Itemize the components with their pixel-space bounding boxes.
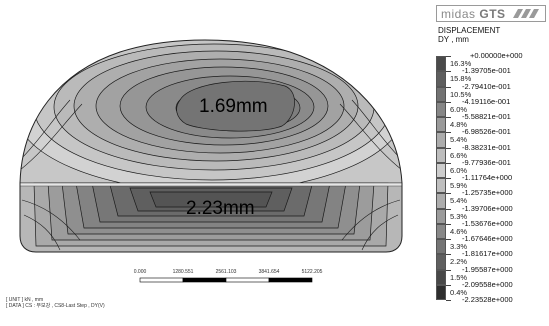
legend-percentage: 1.5% [450,272,468,282]
legend-percentage: 4.8% [450,120,468,129]
legend-color-swatch [436,193,446,209]
legend-value: -9.77936e-001 [462,157,511,167]
legend-color-swatch [436,117,446,133]
legend-value: -8.38231e-001 [462,142,511,152]
legend-tick [446,193,451,195]
legend-value: -1.11764e+000 [462,173,513,182]
legend-tick [446,254,451,256]
unit-info: [ UNIT ] kN , mm [ DATA ] CS : 무보강 , CS8… [6,297,105,309]
legend-tick [446,284,451,286]
legend-percentage: 2.2% [450,257,468,267]
legend-title: DISPLACEMENT DY , mm [438,26,500,44]
legend-percentage: 0.4% [450,287,468,297]
legend-color-swatch [436,284,446,300]
legend-value: -1.53676e+000 [462,218,513,228]
legend-percentage: 6.0% [450,165,468,175]
legend-tick [446,178,451,179]
legend-tick [446,269,451,271]
legend-value: -6.98526e-001 [462,127,511,137]
legend-tick [446,86,451,88]
legend-color-swatch [436,223,446,239]
legend-value: -1.95587e+000 [462,264,513,274]
legend-percentage: 4.6% [450,226,468,236]
legend-value: -4.19116e-001 [462,96,511,106]
legend-value: -1.39705e-001 [462,66,511,76]
logo-stripes-icon [513,9,539,18]
legend-value: +0.00000e+000 [470,51,523,60]
legend-component: DY , mm [438,35,469,44]
midas-gts-logo: midas GTS [436,5,546,22]
legend-percentage: 6.0% [450,104,468,114]
legend-percentage: 6.6% [450,150,468,160]
tunnel-section [20,40,402,252]
legend-color-swatch [436,239,446,255]
section-outline [19,39,403,253]
upper-displacement-label: 1.69mm [199,96,268,117]
data-line: [ DATA ] CS : 무보강 , CS8-Last Step , DY(V… [6,303,105,309]
legend-tick [446,300,451,301]
legend-tick [446,239,451,240]
lower-displacement-label: 2.23mm [186,198,255,219]
legend-percentage: 15.8% [450,74,472,84]
legend-percentage: 5.4% [450,135,468,145]
legend-value: -2.23528e+000 [462,295,513,304]
legend-tick [446,56,451,57]
legend-percentage: 16.3% [450,59,472,68]
legend-color-swatch [436,208,446,224]
legend-percentage: 5.4% [450,196,468,206]
legend-percentage: 3.3% [450,242,468,251]
legend-percentage: 5.3% [450,211,468,221]
legend-color-swatch [436,132,446,148]
lower-contours [20,182,402,252]
scale-bar-label: 0.000 [133,269,147,275]
legend-color-swatch [436,178,446,194]
legend-value: -1.81617e+000 [462,249,513,259]
legend-tick [446,117,451,118]
scale-bar-label: 3841.654 [258,269,280,275]
legend-tick [446,132,451,134]
legend-color-swatch [436,269,446,285]
legend-value: -2.79410e-001 [462,81,511,91]
scale-bar [139,277,313,283]
legend-tick [446,208,451,210]
legend-color-swatch [436,162,446,178]
legend-color-swatch [436,254,446,270]
legend-result-type: DISPLACEMENT [438,26,501,35]
wall-contours [20,99,402,171]
legend-color-bar [436,56,446,300]
excavation-bench-line [20,182,402,187]
legend-value: -5.58821e-001 [462,112,511,121]
scale-bar-label: 1280.551 [172,269,194,275]
legend-color-swatch [436,71,446,87]
legend-tick [446,71,451,73]
legend-percentage: 5.9% [450,181,468,190]
unit-line: [ UNIT ] kN , mm [6,297,44,303]
legend-value: -1.67646e+000 [462,234,513,243]
legend-value: -1.39706e+000 [462,203,513,213]
legend-color-swatch [436,101,446,117]
legend-color-swatch [436,56,446,72]
scale-bar-label: 5122.205 [301,269,323,275]
legend-tick [446,101,451,103]
scale-bar-label: 2561.103 [215,269,237,275]
legend-value: -1.25735e+000 [462,188,513,198]
legend-color-swatch [436,86,446,102]
legend-tick [446,147,451,149]
legend-value: -2.09558e+000 [462,279,513,289]
upper-contours [20,40,402,193]
legend-color-swatch [436,147,446,163]
legend-tick [446,223,451,225]
legend-tick [446,162,451,164]
legend-percentage: 10.5% [450,89,472,99]
